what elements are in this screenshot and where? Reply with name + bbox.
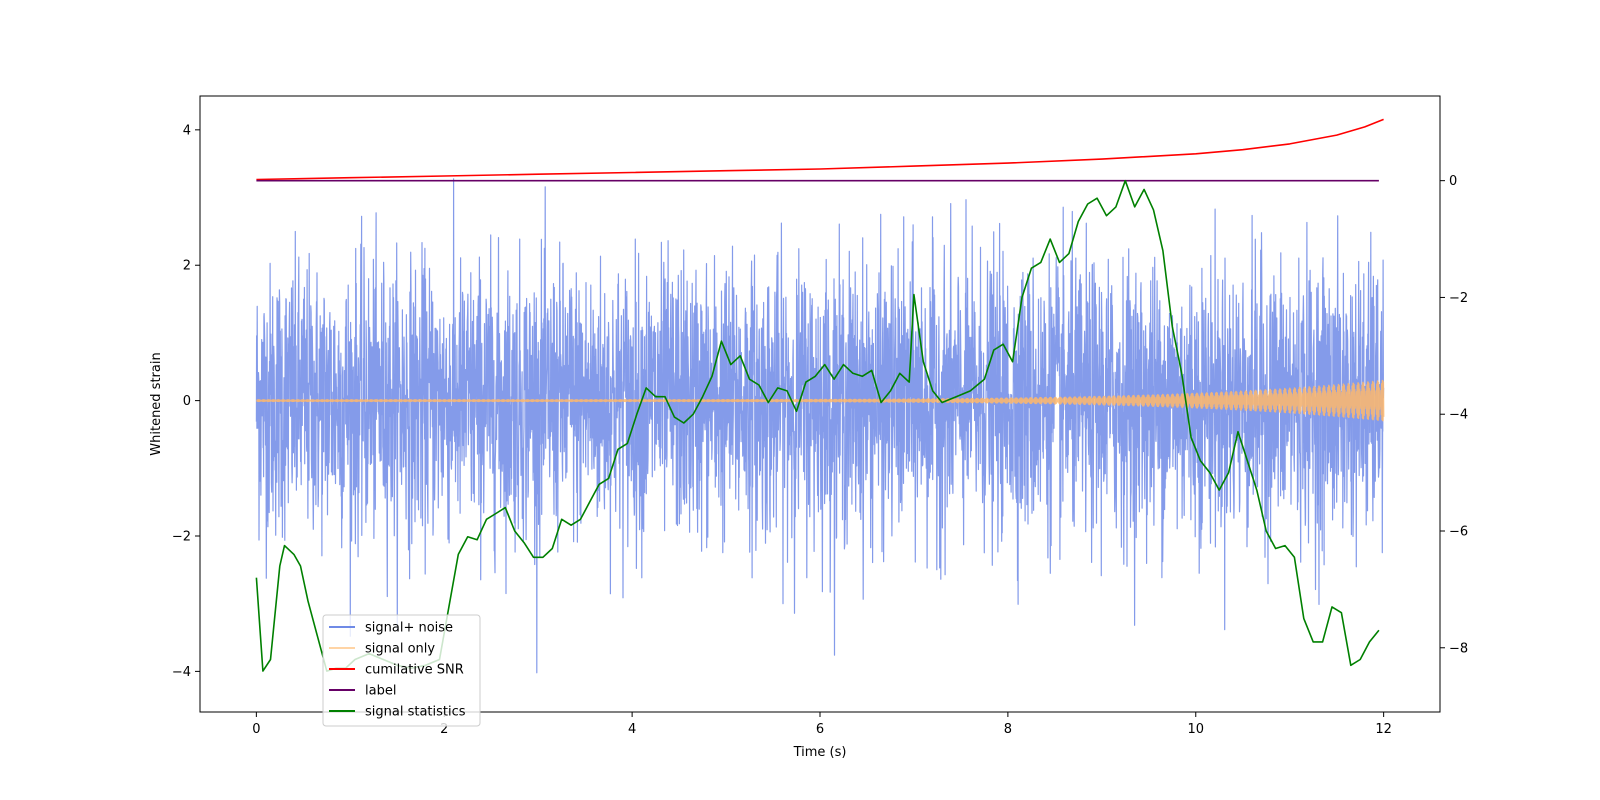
- y-tick-label: 0: [183, 394, 191, 409]
- y-tick-label: 2: [183, 259, 191, 274]
- x-tick-label: 6: [816, 722, 824, 737]
- y2-tick-label: −4: [1449, 408, 1468, 423]
- legend-label: signal+ noise: [365, 621, 453, 636]
- legend-label: signal statistics: [365, 705, 466, 720]
- legend-label: label: [365, 684, 396, 699]
- x-axis-label: Time (s): [793, 745, 847, 760]
- series-line-signal-statistics: [255, 179, 1380, 672]
- y2-tick-label: −8: [1449, 641, 1468, 656]
- legend-box: [322, 614, 481, 727]
- y-tick-label: 4: [183, 123, 191, 138]
- y-axis-left: −4 −2 0 2 4: [172, 123, 200, 680]
- series-line-cumilative-snr: [256, 118, 1384, 181]
- x-tick-label: 0: [252, 722, 260, 737]
- x-tick-label: 10: [1187, 722, 1204, 737]
- legend: signal+ noise signal only cumilative SNR la…: [322, 614, 481, 727]
- legend-label: cumilative SNR: [365, 663, 464, 678]
- x-tick-label: 2: [440, 722, 448, 737]
- y2-tick-label: 0: [1449, 174, 1457, 189]
- y-tick-label: −4: [172, 665, 191, 680]
- y-tick-label: −2: [172, 530, 191, 545]
- x-tick-label: 8: [1004, 722, 1012, 737]
- y-axis-right: −8 −6 −4 −2 0: [1440, 174, 1468, 656]
- x-tick-label: 4: [628, 722, 636, 737]
- series-layer: [255, 118, 1385, 674]
- y-axis-label: Whitened strain: [149, 352, 164, 455]
- legend-label: signal only: [365, 642, 435, 657]
- x-tick-label: 12: [1375, 722, 1392, 737]
- y2-tick-label: −2: [1449, 291, 1468, 306]
- series-line-signal-only: [255, 379, 1385, 422]
- y2-tick-label: −6: [1449, 524, 1468, 539]
